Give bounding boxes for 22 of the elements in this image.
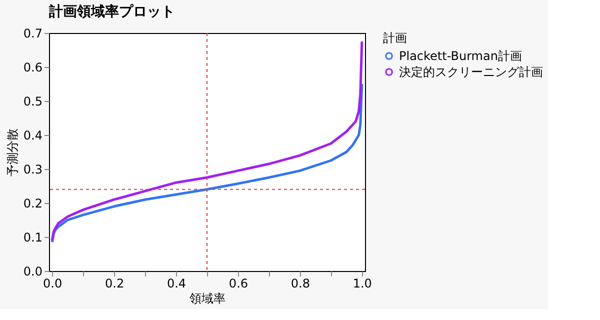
y-tick-label: 0.4	[23, 128, 42, 142]
x-tick-label: 0.6	[228, 276, 248, 290]
x-tick-label: 0.8	[290, 276, 310, 290]
y-tick-label: 0.0	[23, 264, 42, 278]
legend-label: Plackett-Burman計画	[399, 49, 522, 63]
y-tick-label: 0.2	[23, 196, 42, 210]
line-series	[50, 82, 364, 244]
y-tick-label: 0.5	[23, 94, 42, 108]
x-tick-label: 0.2	[105, 276, 124, 290]
chart-title: 計画領域率プロット	[48, 3, 175, 20]
y-tick-label: 0.6	[23, 60, 42, 74]
x-axis-title: 領域率	[190, 292, 226, 306]
y-axis-title: 予測分散	[5, 128, 20, 176]
x-tick-label: 0.4	[166, 276, 186, 290]
y-tick-label: 0.3	[23, 162, 42, 176]
line-series	[50, 40, 364, 242]
x-tick-label: 0.0	[43, 276, 62, 290]
legend-label: 決定的スクリーニング計画	[399, 65, 543, 79]
y-tick-label: 0.7	[23, 26, 42, 40]
x-tick-label: 1.0	[352, 276, 372, 290]
legend-title: 計画	[383, 31, 407, 45]
y-tick-label: 0.1	[23, 230, 42, 244]
